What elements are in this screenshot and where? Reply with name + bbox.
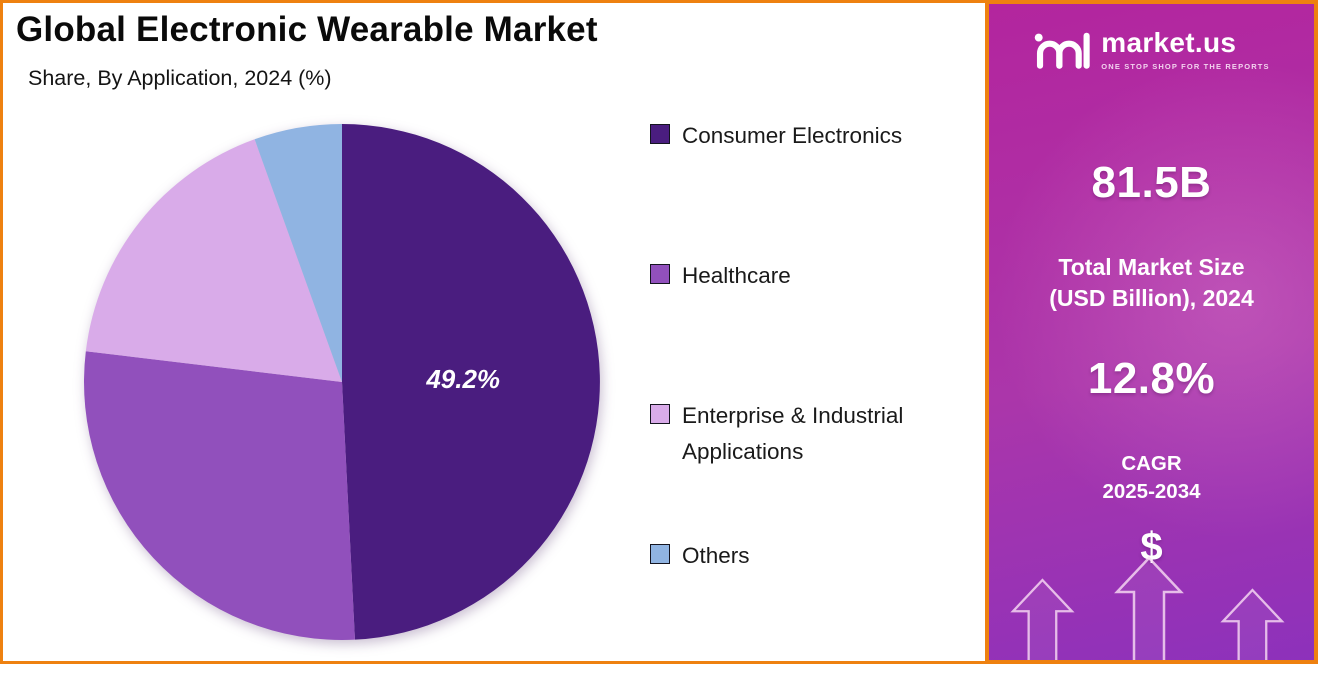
brand-panel: market.us ONE STOP SHOP FOR THE REPORTS … <box>985 0 1318 664</box>
cagr-label-line1: CAGR <box>1121 452 1182 476</box>
chart-title: Global Electronic Wearable Market <box>16 10 598 49</box>
market-size-label: Total Market Size (USD Billion), 2024 <box>1049 252 1253 314</box>
chart-area: Global Electronic Wearable Market Share,… <box>16 10 904 640</box>
logo: market.us ONE STOP SHOP FOR THE REPORTS <box>1033 26 1269 72</box>
legend-label: Healthcare <box>682 263 791 288</box>
legend-item: Consumer Electronics <box>650 118 902 154</box>
logo-tagline: ONE STOP SHOP FOR THE REPORTS <box>1101 62 1270 71</box>
pie-slice-0 <box>342 124 600 640</box>
legend-item: Enterprise & Industrial Applications <box>650 398 952 470</box>
legend-swatch <box>650 544 670 564</box>
pie-slice-1 <box>84 351 355 640</box>
market-size-value: 81.5B <box>1091 158 1212 207</box>
growth-arrows-icon <box>1010 556 1285 660</box>
cagr-value: 12.8% <box>1087 354 1216 404</box>
legend-item: Others <box>650 538 750 574</box>
logo-text: market.us <box>1101 27 1237 58</box>
market-size-label-line2: (USD Billion), 2024 <box>1049 285 1254 312</box>
pie-chart: 49.2% <box>84 124 600 640</box>
legend: Consumer Electronics Healthcare Enterprise… <box>650 118 952 678</box>
cagr-label: CAGR 2025-2034 <box>1102 450 1200 505</box>
pie-slice-value-label: 49.2% <box>425 364 500 394</box>
legend-label: Enterprise & Industrial Applications <box>682 403 904 464</box>
dollar-icon: $ <box>1140 525 1163 570</box>
legend-swatch <box>650 404 670 424</box>
cagr-label-line2: 2025-2034 <box>1102 479 1201 503</box>
legend-swatch <box>650 124 670 144</box>
marketus-logo-icon <box>1035 32 1090 69</box>
legend-label: Others <box>682 543 750 568</box>
pie-slice-2 <box>85 139 342 382</box>
chart-subtitle: Share, By Application, 2024 (%) <box>28 66 332 90</box>
pie-slice-3 <box>254 124 342 382</box>
arrow-up-icon <box>1010 578 1075 660</box>
market-size-label-line1: Total Market Size <box>1058 254 1245 280</box>
legend-swatch <box>650 264 670 284</box>
arrow-up-icon <box>1220 588 1285 660</box>
legend-item: Healthcare <box>650 258 791 294</box>
legend-label: Consumer Electronics <box>682 123 903 148</box>
arrow-up-icon <box>1114 556 1184 660</box>
